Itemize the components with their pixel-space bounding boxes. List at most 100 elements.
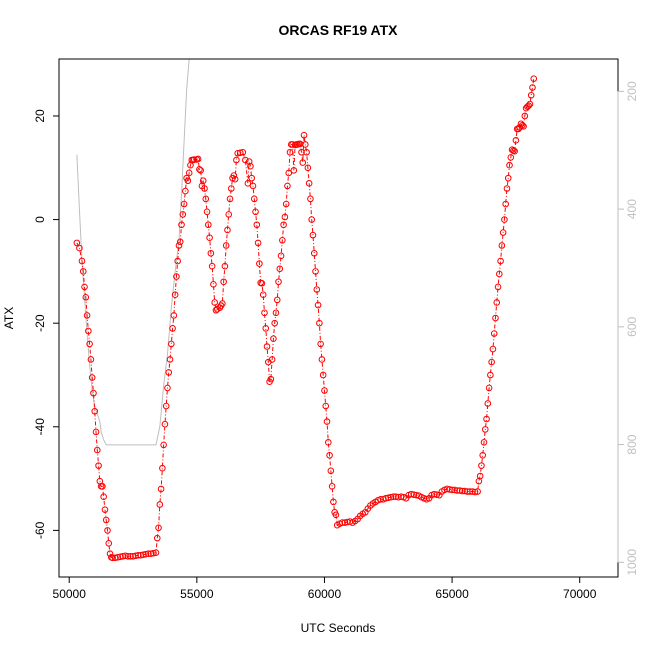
atx-point xyxy=(93,446,101,454)
atx-point xyxy=(317,340,324,348)
atx-point xyxy=(498,242,506,249)
atx-point xyxy=(300,131,308,139)
atx-point xyxy=(254,239,262,247)
atx-point xyxy=(319,371,327,379)
atx-point xyxy=(502,200,509,208)
atx-point xyxy=(99,483,106,490)
atx-point xyxy=(327,467,335,475)
atx-point xyxy=(270,335,277,343)
atx-point xyxy=(530,75,538,82)
atx-point xyxy=(164,384,171,392)
y-tick-label: 0 xyxy=(33,216,47,223)
atx-point xyxy=(185,169,193,177)
atx-point xyxy=(253,221,261,229)
x-tick-label: 65000 xyxy=(435,587,469,601)
atx-point xyxy=(515,125,522,133)
atx-point xyxy=(92,428,100,436)
atx-point xyxy=(303,148,310,156)
atx-point xyxy=(304,164,312,172)
atx-point xyxy=(302,141,309,148)
atx-point xyxy=(471,488,479,496)
atx-point xyxy=(197,167,204,174)
atx-point xyxy=(203,208,211,216)
atx-point xyxy=(286,148,294,156)
atx-point xyxy=(474,488,481,495)
atx-point xyxy=(281,213,289,221)
atx-point xyxy=(276,265,284,273)
atx-point xyxy=(174,257,181,265)
atx-point xyxy=(221,262,229,270)
atx-point xyxy=(171,291,179,298)
atx-point xyxy=(227,185,235,192)
atx-point xyxy=(262,325,270,332)
atx-point xyxy=(277,252,285,260)
atx-point xyxy=(196,166,203,173)
atx-point xyxy=(170,312,178,319)
atx-point xyxy=(156,501,164,508)
atx-point xyxy=(261,309,268,317)
atx-point xyxy=(299,159,307,166)
right-y-tick-label: 800 xyxy=(625,434,639,454)
atx-point xyxy=(206,234,213,242)
atx-point xyxy=(184,177,192,185)
atx-point xyxy=(497,257,504,265)
atx-point xyxy=(285,169,293,177)
y-tick-label: -60 xyxy=(33,521,47,539)
atx-point xyxy=(488,358,495,366)
secondary-series-line xyxy=(76,59,190,446)
atx-point xyxy=(150,549,157,557)
atx-point xyxy=(168,340,175,348)
atx-point xyxy=(307,195,314,203)
atx-point xyxy=(271,319,278,327)
atx-point xyxy=(105,540,113,547)
atx-point xyxy=(207,249,215,257)
atx-point xyxy=(433,491,441,498)
atx-point xyxy=(487,371,494,379)
atx-point xyxy=(494,283,502,291)
atx-point xyxy=(100,493,107,501)
atx-point xyxy=(85,327,92,335)
x-axis-label: UTC Seconds xyxy=(301,621,376,635)
x-tick-label: 55000 xyxy=(180,587,214,601)
atx-point xyxy=(284,182,291,190)
atx-point xyxy=(506,161,513,169)
right-y-axis: 1000 800 600 400 200 xyxy=(617,81,639,576)
atx-point xyxy=(501,216,508,223)
atx-point xyxy=(483,415,490,423)
atx-point xyxy=(178,221,185,229)
atx-point xyxy=(310,249,318,257)
atx-point xyxy=(157,485,165,493)
atx-point xyxy=(88,374,96,381)
atx-point xyxy=(87,356,95,363)
atx-point xyxy=(273,296,281,304)
atx-point xyxy=(236,149,244,157)
atx-point xyxy=(194,155,202,163)
x-tick-label: 50000 xyxy=(53,587,87,601)
atx-point xyxy=(78,257,86,265)
atx-point xyxy=(332,511,340,519)
atx-point xyxy=(230,172,238,179)
atx-point xyxy=(305,180,313,187)
atx-point xyxy=(166,356,174,363)
atx-point xyxy=(489,345,497,353)
atx-point xyxy=(480,439,488,446)
atx-point xyxy=(308,216,315,223)
atx-point xyxy=(190,156,198,163)
atx-point xyxy=(485,384,493,392)
atx-point xyxy=(202,195,210,203)
atx-point xyxy=(219,300,226,307)
atx-point xyxy=(222,242,230,249)
chart-title: ORCAS RF19 ATX xyxy=(278,22,398,38)
atx-point xyxy=(233,156,240,164)
atx-point xyxy=(267,375,275,383)
atx-point xyxy=(225,211,233,218)
y-tick-label: -20 xyxy=(33,314,47,332)
atx-point xyxy=(324,439,332,446)
atx-point xyxy=(248,174,256,182)
atx-point xyxy=(481,426,489,433)
atx-point xyxy=(81,283,88,291)
atx-point xyxy=(226,195,234,203)
atx-point xyxy=(153,534,161,542)
atx-point xyxy=(244,180,252,187)
atx-point xyxy=(313,286,321,293)
